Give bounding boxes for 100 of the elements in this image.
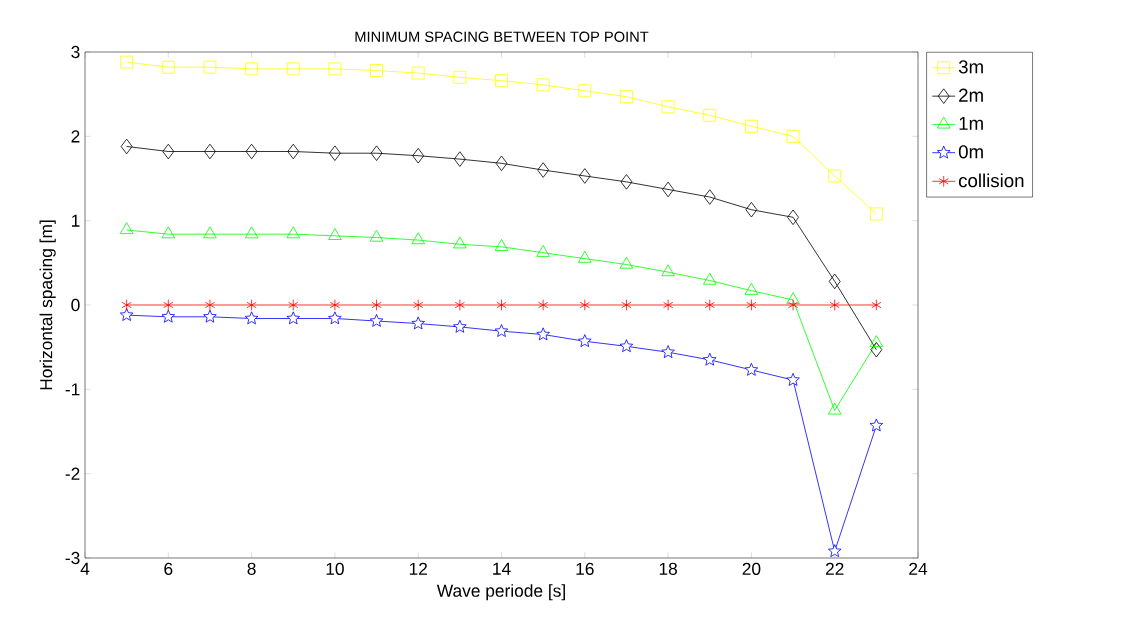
point xyxy=(328,311,342,325)
point xyxy=(538,299,549,311)
point xyxy=(537,162,550,178)
x-tick-label: 4 xyxy=(80,562,90,575)
point xyxy=(161,60,175,74)
point xyxy=(787,209,799,226)
point xyxy=(286,226,300,239)
point xyxy=(286,311,300,325)
legend-label: 1m xyxy=(959,117,983,130)
point xyxy=(244,311,259,325)
point xyxy=(578,84,592,98)
point xyxy=(703,352,717,366)
point xyxy=(620,90,633,104)
point xyxy=(161,226,176,239)
point xyxy=(663,299,674,311)
point xyxy=(744,282,759,295)
point xyxy=(871,299,882,311)
point xyxy=(703,189,716,205)
y-tick-label: 2 xyxy=(71,130,80,143)
point xyxy=(203,226,217,239)
legend-label: collision xyxy=(958,173,1024,188)
point xyxy=(162,143,175,160)
chart-title: MINIMUM SPACING BETWEEN TOP POINT xyxy=(355,31,649,42)
x-tick-label: 6 xyxy=(164,562,173,575)
point xyxy=(120,55,134,69)
point xyxy=(454,299,465,311)
x-tick-label: 10 xyxy=(326,562,344,575)
x-tick-label: 18 xyxy=(659,562,677,575)
point xyxy=(119,308,134,321)
point xyxy=(869,207,883,221)
point xyxy=(786,372,800,386)
point xyxy=(286,62,300,76)
point xyxy=(161,309,176,323)
point xyxy=(620,174,633,190)
point xyxy=(369,313,384,327)
point xyxy=(120,138,133,155)
point xyxy=(703,272,717,285)
point xyxy=(786,292,800,305)
x-tick-label: 14 xyxy=(493,562,511,575)
point xyxy=(495,74,508,88)
y-tick-label: -1 xyxy=(65,383,80,396)
y-axis-title: Horizontal spacing [m] xyxy=(39,220,56,390)
x-tick-label: 24 xyxy=(909,562,928,575)
point xyxy=(203,309,217,323)
point xyxy=(245,62,258,76)
point xyxy=(163,299,174,311)
point xyxy=(411,232,425,245)
point xyxy=(328,62,342,76)
point xyxy=(788,299,799,311)
point xyxy=(494,239,509,251)
legend-label: 2m xyxy=(959,88,983,102)
point xyxy=(288,299,299,311)
point xyxy=(244,226,259,239)
x-tick-label: 8 xyxy=(247,562,256,575)
point xyxy=(536,78,550,92)
point xyxy=(413,299,424,311)
point xyxy=(119,222,134,235)
point xyxy=(453,319,467,333)
point xyxy=(494,324,509,337)
point xyxy=(869,418,884,432)
y-tick-label: 1 xyxy=(71,214,80,227)
point xyxy=(245,143,258,160)
point xyxy=(746,299,757,311)
point xyxy=(453,151,466,167)
point xyxy=(828,169,842,183)
point xyxy=(870,341,883,358)
point xyxy=(744,362,759,376)
x-tick-label: 22 xyxy=(825,562,844,575)
point xyxy=(453,236,467,249)
y-tick-label: -2 xyxy=(65,467,80,480)
point xyxy=(578,334,592,348)
point xyxy=(578,168,591,184)
legend-label: 3m xyxy=(958,60,983,74)
x-tick-label: 12 xyxy=(409,562,427,575)
point xyxy=(204,299,215,311)
point xyxy=(371,299,382,311)
point xyxy=(704,299,715,311)
point xyxy=(369,229,384,242)
point xyxy=(829,299,840,311)
point xyxy=(662,181,674,198)
x-tick-label: 20 xyxy=(742,562,761,575)
x-tick-label: 16 xyxy=(576,562,594,575)
point xyxy=(827,402,842,415)
y-tick-label: -3 xyxy=(65,551,80,565)
point xyxy=(246,299,257,311)
x-axis-title: Wave periode [s] xyxy=(436,584,565,601)
point xyxy=(745,119,758,133)
point xyxy=(786,129,800,143)
point xyxy=(661,264,675,277)
legend-label: 0m xyxy=(958,145,983,159)
point xyxy=(661,345,675,359)
point xyxy=(370,64,383,77)
point xyxy=(204,143,216,160)
point xyxy=(827,544,842,558)
point xyxy=(203,60,217,74)
point xyxy=(287,143,300,160)
y-tick-label: 3 xyxy=(71,45,80,59)
point xyxy=(121,299,132,311)
point xyxy=(703,108,717,122)
point xyxy=(411,66,425,80)
